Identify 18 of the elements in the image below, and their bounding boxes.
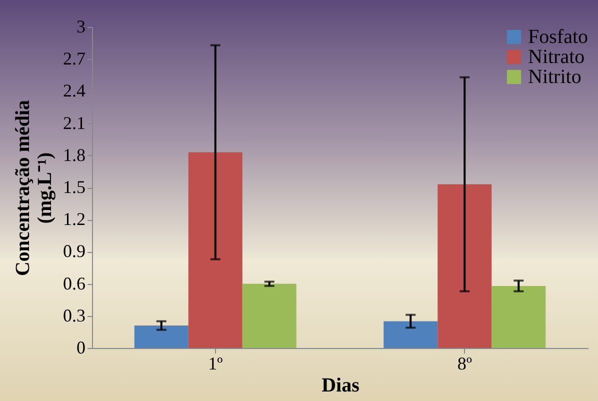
y-tick-label: 0.9	[63, 241, 86, 262]
y-tick-label: 2.7	[63, 48, 86, 69]
y-tick-label: 3	[76, 16, 86, 36]
x-axis-title: Dias	[322, 374, 360, 396]
legend-label: Nitrato	[528, 46, 585, 68]
y-tick-label: 2.4	[63, 80, 86, 101]
y-tick-label: 1.2	[63, 209, 86, 230]
y-tick-label: 1.8	[63, 144, 86, 165]
y-tick-label: 0.3	[63, 305, 86, 326]
y-tick-label: 0	[76, 338, 86, 358]
x-tick-label: 1º	[208, 354, 224, 374]
legend-label: Nitrito	[528, 66, 582, 88]
y-tick-label: 0.6	[63, 273, 86, 294]
legend-label: Fosfato	[528, 26, 588, 48]
y-tick-label: 1.5	[63, 177, 86, 197]
y-tick-label: 2.1	[63, 112, 86, 133]
y-axis-title: Concentração média (mg.L⁻¹)	[12, 100, 56, 276]
x-tick-label: 8º	[457, 354, 472, 374]
